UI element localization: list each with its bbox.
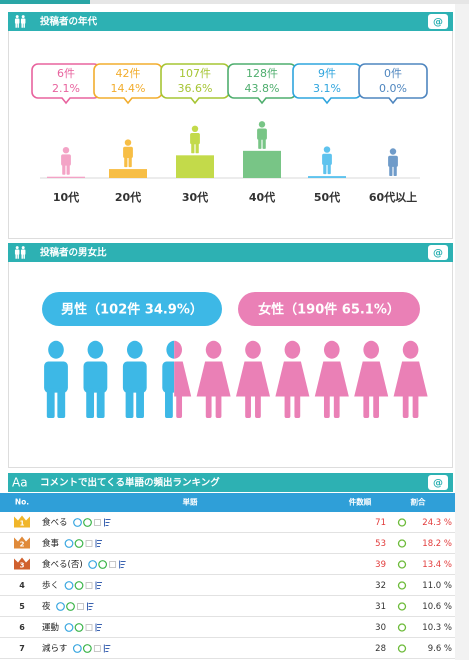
bar: [176, 155, 214, 178]
percent-label: 0.0%: [379, 82, 407, 95]
male-label: 男性（102件 34.9%）: [61, 302, 203, 318]
table-header: [0, 493, 455, 512]
word: 食べる: [42, 518, 68, 528]
age-label: 10代: [53, 190, 79, 204]
female-figure: [354, 341, 388, 418]
word: 食べる(否): [42, 560, 83, 570]
word: 夜: [42, 602, 51, 612]
rank-number: 3: [20, 562, 25, 570]
female-figure: [236, 341, 270, 418]
person-icon: [388, 148, 398, 176]
count: 71: [375, 518, 386, 528]
section-frame: [9, 244, 453, 468]
person-icon: [257, 121, 267, 149]
ratio: 9.6 %: [428, 644, 452, 654]
rank-number: 5: [19, 602, 25, 611]
count-label: 128件: [246, 67, 278, 80]
count: 30: [375, 623, 386, 633]
percent-label: 3.1%: [313, 82, 341, 95]
ratio: 18.2 %: [422, 539, 452, 549]
svg-text:Aa: Aa: [12, 476, 28, 490]
scroll-gutter: [455, 4, 469, 660]
svg-text:@: @: [433, 248, 443, 259]
section-title: 投稿者の男女比: [40, 247, 107, 259]
female-label: 女性（190件 65.1%）: [258, 302, 400, 318]
ratio: 10.3 %: [422, 623, 452, 633]
age-label: 60代以上: [369, 190, 417, 204]
word: 減らす: [42, 643, 67, 654]
person-icon: [61, 147, 71, 175]
age-label: 50代: [314, 190, 340, 204]
rank-number: 6: [19, 623, 25, 632]
age-label: 30代: [182, 190, 208, 204]
section-header: Aa コメントで出てくる単語の頻出ランキング @: [8, 473, 453, 492]
percent-label: 43.8%: [245, 82, 280, 95]
page-canvas: 投稿者の年代 @ 投稿者の男女比 @ Aa コメントで出てくる単語の頻出ランキン…: [0, 0, 469, 660]
table-row: [0, 512, 455, 533]
word: 食事: [42, 538, 60, 549]
table-header-cell: 単語: [183, 497, 198, 507]
percent-label: 36.6%: [178, 82, 213, 95]
count: 32: [375, 581, 386, 591]
male-figure: [44, 341, 68, 418]
male-figure: [123, 341, 147, 418]
section-frame: [9, 13, 453, 239]
svg-text:@: @: [433, 17, 443, 28]
rank-number: 7: [19, 644, 25, 653]
female-figure: [275, 341, 309, 418]
word: 歩く: [42, 580, 59, 591]
table-row: [0, 575, 455, 596]
female-figure: [197, 341, 231, 418]
ratio: 13.4 %: [422, 560, 452, 570]
svg-text:@: @: [433, 478, 443, 489]
section-header: 投稿者の年代 @: [8, 12, 453, 31]
bar: [47, 177, 85, 178]
count-label: 9件: [318, 67, 336, 80]
percent-label: 2.1%: [52, 82, 80, 95]
count-label: 42件: [116, 67, 141, 80]
person-icon: [190, 126, 200, 154]
section-title: 投稿者の年代: [40, 16, 98, 28]
table-row: [0, 617, 455, 638]
ratio: 10.6 %: [422, 602, 452, 612]
female-figure: [394, 341, 428, 418]
table-row: [0, 533, 455, 554]
count-label: 6件: [57, 67, 75, 80]
table-row: [0, 638, 455, 659]
count: 39: [375, 560, 386, 570]
ratio: 24.3 %: [422, 518, 452, 528]
section-title: コメントで出てくる単語の頻出ランキング: [40, 477, 220, 489]
word: 運動: [42, 622, 59, 633]
count-label: 107件: [179, 67, 211, 80]
female-figure: [315, 341, 349, 418]
count-label: 0件: [384, 67, 402, 80]
ratio: 11.0 %: [422, 581, 452, 591]
bar: [308, 176, 346, 178]
person-icon: [322, 146, 332, 174]
top-tab: [0, 0, 90, 4]
count: 53: [375, 539, 386, 549]
table-row: [0, 596, 455, 617]
table-header-cell: 件数順: [349, 497, 372, 507]
age-label: 20代: [115, 190, 141, 204]
count: 28: [375, 644, 386, 654]
section-header: 投稿者の男女比 @: [8, 243, 453, 262]
age-label: 40代: [249, 190, 275, 204]
male-figure: [84, 341, 108, 418]
rank-number: 4: [19, 581, 25, 590]
count: 31: [375, 602, 386, 612]
rank-number: 2: [20, 541, 25, 549]
rank-number: 1: [20, 520, 25, 528]
table-header-cell: 割合: [411, 497, 426, 507]
bar: [109, 169, 147, 178]
person-icon: [123, 139, 133, 167]
percent-label: 14.4%: [111, 82, 146, 95]
content: 6件 2.1% 10代 42件 14.4% 20代 107件 36.6% 30代 128件 43.8…: [0, 64, 455, 659]
bar: [243, 151, 281, 178]
page: 投稿者の年代 @ 投稿者の男女比 @ Aa コメントで出てくる単語の頻出ランキン…: [0, 0, 469, 660]
table-header-cell: No.: [15, 498, 29, 507]
